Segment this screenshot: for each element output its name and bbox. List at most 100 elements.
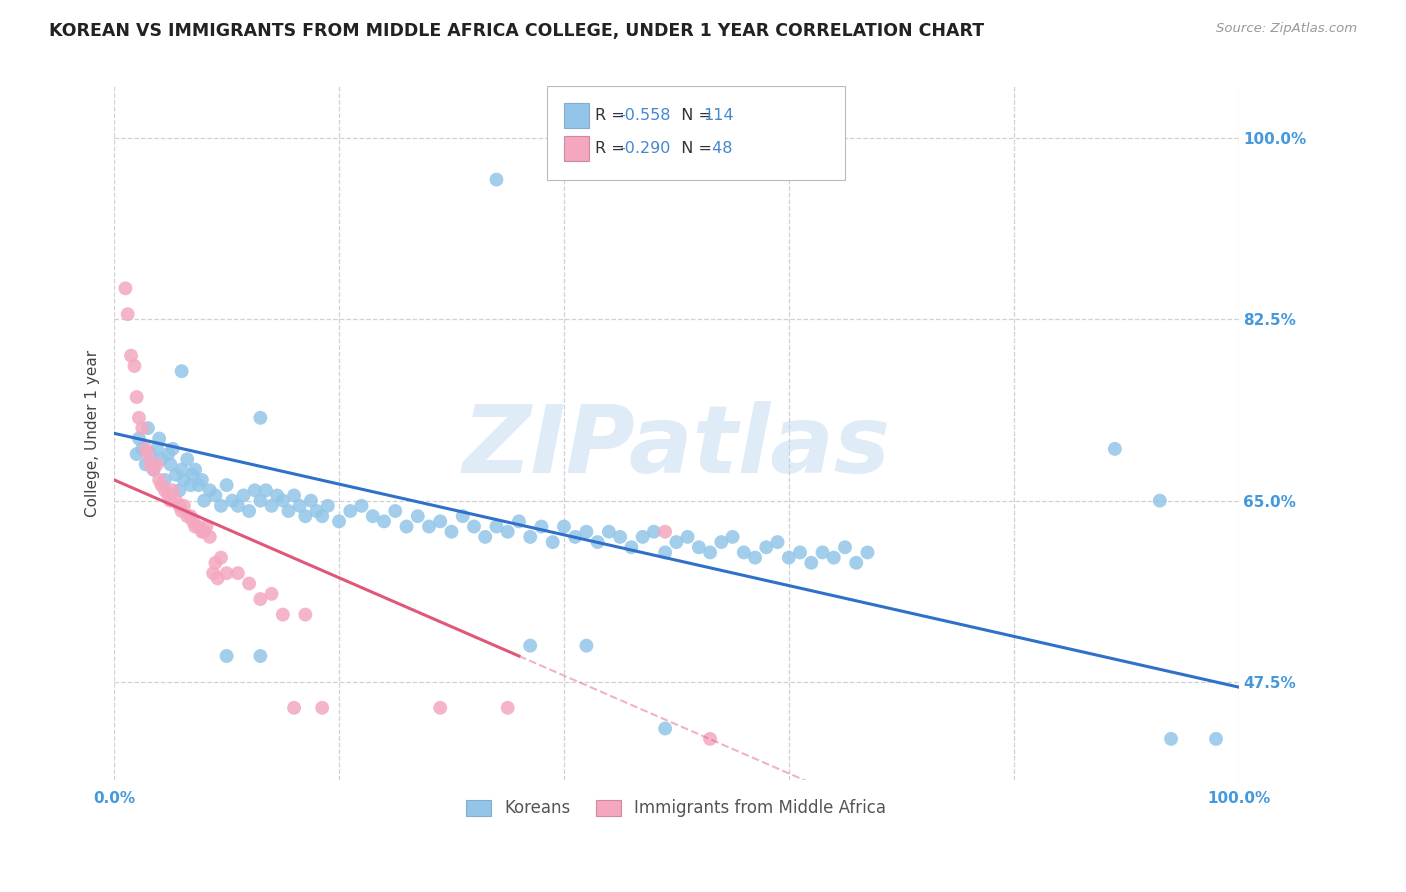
- Point: [311, 509, 333, 524]
- Point: [135, 442, 157, 456]
- Point: [249, 410, 271, 425]
- Point: [350, 499, 373, 513]
- Point: [159, 493, 181, 508]
- Text: R =: R =: [595, 141, 630, 156]
- Point: [688, 541, 710, 555]
- Point: [395, 519, 418, 533]
- Text: ZIPatlas: ZIPatlas: [463, 401, 890, 493]
- Point: [215, 648, 238, 663]
- Point: [485, 519, 508, 533]
- Point: [541, 535, 564, 549]
- Text: -0.290: -0.290: [619, 141, 671, 156]
- Point: [207, 571, 229, 585]
- Point: [294, 509, 316, 524]
- Point: [294, 607, 316, 622]
- Point: [519, 639, 541, 653]
- Point: [271, 493, 294, 508]
- Point: [120, 349, 142, 363]
- Point: [305, 504, 328, 518]
- Point: [187, 519, 209, 533]
- Point: [226, 566, 249, 581]
- Point: [128, 432, 150, 446]
- Point: [176, 509, 198, 524]
- Point: [373, 514, 395, 528]
- Point: [598, 524, 620, 539]
- Point: [530, 519, 553, 533]
- Point: [226, 499, 249, 513]
- Point: [609, 530, 631, 544]
- Point: [150, 478, 173, 492]
- Point: [575, 524, 598, 539]
- Text: R =: R =: [595, 108, 630, 123]
- Point: [176, 452, 198, 467]
- Point: [191, 473, 214, 487]
- Point: [283, 488, 305, 502]
- Point: [1205, 731, 1227, 746]
- Text: 114: 114: [703, 108, 734, 123]
- Point: [789, 545, 811, 559]
- Point: [856, 545, 879, 559]
- Point: [249, 592, 271, 607]
- Point: [117, 307, 139, 321]
- Point: [165, 493, 187, 508]
- Point: [198, 483, 221, 498]
- Point: [800, 556, 823, 570]
- Point: [204, 488, 226, 502]
- Point: [124, 359, 146, 373]
- Point: [153, 483, 176, 498]
- Point: [260, 499, 283, 513]
- Point: [271, 607, 294, 622]
- Point: [170, 364, 193, 378]
- Point: [142, 462, 165, 476]
- Point: [463, 519, 485, 533]
- Point: [429, 700, 451, 714]
- Text: N =: N =: [671, 141, 717, 156]
- Point: [834, 541, 856, 555]
- Point: [665, 535, 688, 549]
- Text: N =: N =: [671, 108, 717, 123]
- Point: [135, 458, 157, 472]
- Point: [620, 541, 643, 555]
- Point: [173, 473, 195, 487]
- Point: [429, 514, 451, 528]
- Point: [131, 421, 153, 435]
- Point: [654, 545, 676, 559]
- Point: [238, 576, 260, 591]
- Text: -0.558: -0.558: [619, 108, 671, 123]
- Point: [586, 535, 609, 549]
- Point: [180, 509, 202, 524]
- Point: [508, 514, 530, 528]
- Point: [654, 722, 676, 736]
- FancyBboxPatch shape: [564, 103, 589, 128]
- Point: [181, 467, 204, 482]
- Point: [157, 447, 180, 461]
- Point: [474, 530, 496, 544]
- Point: [181, 514, 204, 528]
- Point: [699, 731, 721, 746]
- Point: [243, 483, 266, 498]
- Point: [845, 556, 868, 570]
- Point: [170, 504, 193, 518]
- Point: [180, 478, 202, 492]
- Point: [215, 566, 238, 581]
- FancyBboxPatch shape: [564, 136, 589, 161]
- Point: [260, 587, 283, 601]
- Point: [114, 281, 136, 295]
- Point: [162, 483, 184, 498]
- Point: [485, 172, 508, 186]
- Point: [823, 550, 845, 565]
- Point: [699, 545, 721, 559]
- Point: [316, 499, 339, 513]
- Point: [191, 524, 214, 539]
- Point: [631, 530, 654, 544]
- Point: [744, 550, 766, 565]
- Point: [496, 700, 519, 714]
- Point: [232, 488, 254, 502]
- Point: [159, 458, 181, 472]
- Text: Source: ZipAtlas.com: Source: ZipAtlas.com: [1216, 22, 1357, 36]
- Point: [778, 550, 800, 565]
- Point: [519, 530, 541, 544]
- Point: [139, 458, 162, 472]
- Point: [361, 509, 384, 524]
- Point: [451, 509, 474, 524]
